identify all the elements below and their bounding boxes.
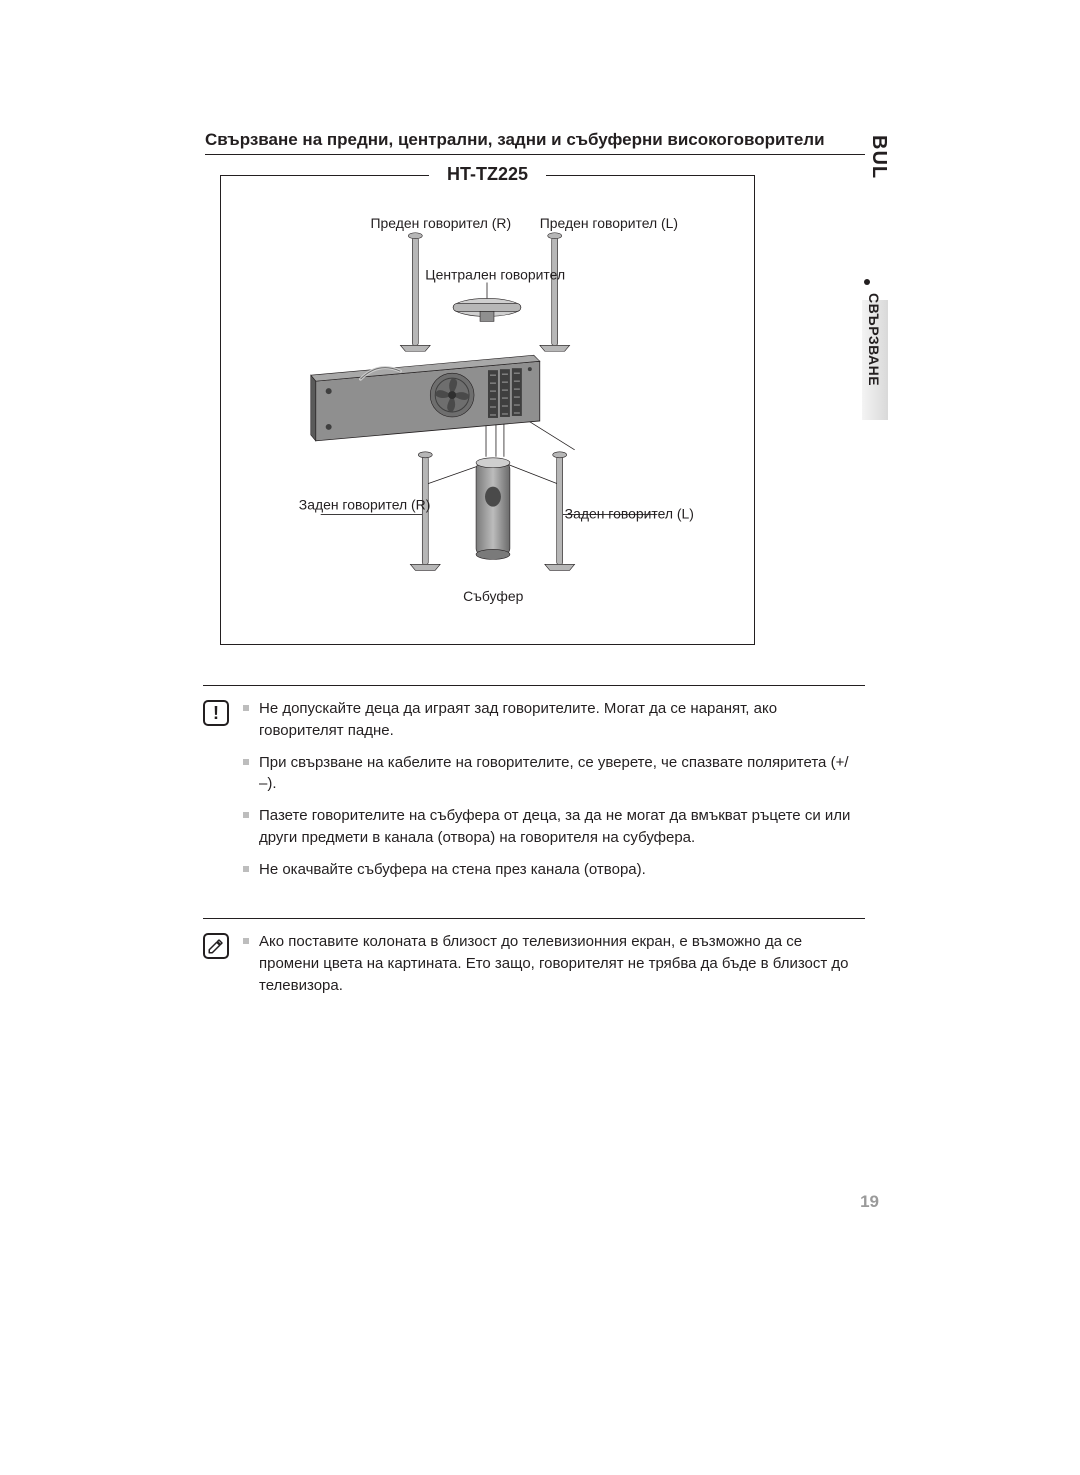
section-tab-label: СВЪРЗВАНЕ (866, 293, 882, 386)
subwoofer-graphic (476, 458, 510, 560)
warning-list: Не допускайте деца да играят зад говорит… (243, 698, 865, 890)
warning-icon: ! (203, 700, 229, 726)
warning-item: Пазете говорителите на събуфера от деца,… (243, 805, 865, 849)
front-speaker-r-graphic (400, 233, 430, 351)
main-unit-graphic (311, 355, 540, 441)
note-list: Ако поставите колоната в близост до теле… (243, 931, 865, 1006)
section-title: Свързване на предни, централни, задни и … (205, 130, 865, 155)
note-icon (203, 933, 229, 959)
language-tab: BUL (867, 135, 890, 179)
label-sub: Събуфер (463, 588, 523, 604)
note-block: Ако поставите колоната в близост до теле… (203, 918, 865, 1006)
speaker-diagram: HT-TZ225 (220, 175, 755, 645)
label-center: Централен говорител (425, 267, 565, 283)
warning-item: При свързване на кабелите на говорителит… (243, 752, 865, 796)
warning-block: ! Не допускайте деца да играят зад говор… (203, 685, 865, 890)
warning-item: Не окачвайте събуфера на стена през кана… (243, 859, 865, 881)
label-rear-l: Заден говорител (L) (565, 506, 694, 522)
label-front-l: Преден говорител (L) (540, 215, 678, 231)
front-speaker-l-graphic (540, 233, 570, 351)
center-speaker-graphic (453, 298, 521, 321)
warning-item: Не допускайте деца да играят зад говорит… (243, 698, 865, 742)
label-front-r: Преден говорител (R) (371, 215, 512, 231)
note-item: Ако поставите колоната в близост до теле… (243, 931, 865, 996)
page-number: 19 (860, 1192, 879, 1212)
label-rear-r: Заден говорител (R) (299, 497, 431, 513)
diagram-svg: Преден говорител (R) Преден говорител (L… (221, 176, 754, 644)
